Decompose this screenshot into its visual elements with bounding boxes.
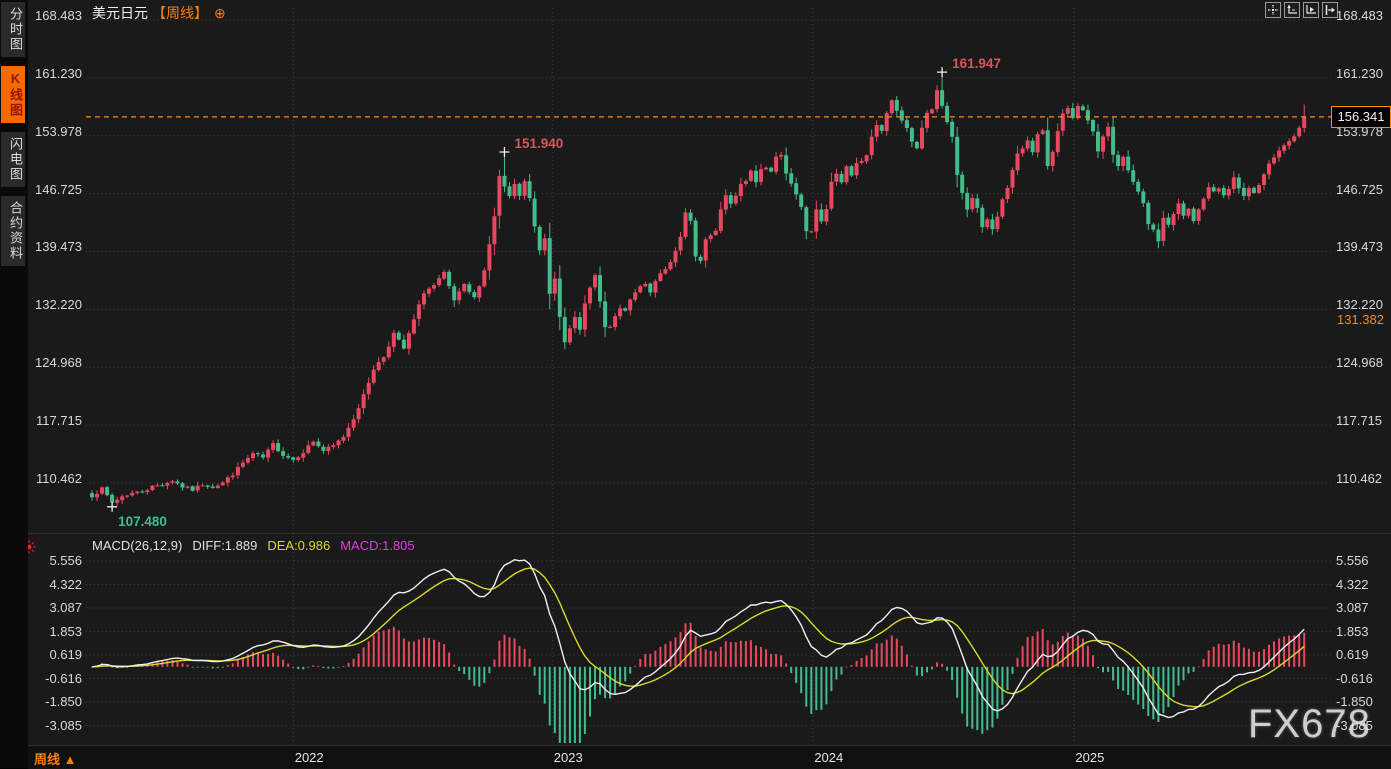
price-axis-tick: 117.715 [35, 413, 82, 429]
macd-axis-tick: -0.616 [1336, 670, 1373, 686]
diff-line [91, 558, 1305, 719]
macd-axis-tick: -0.616 [45, 670, 82, 686]
snap-latest-icon[interactable] [1322, 2, 1338, 18]
axis-scale-up-icon[interactable] [1284, 2, 1300, 18]
crosshair-pan-icon[interactable] [1265, 2, 1281, 18]
price-annotations: 107.480 151.940 161.947 [107, 56, 1001, 529]
fx678-watermark: FX678 [1248, 702, 1371, 746]
price-axis-tick: 110.462 [1336, 471, 1383, 486]
svg-text:107.480: 107.480 [118, 514, 167, 529]
year-axis-label: 2022 [294, 750, 324, 765]
macd-axis-tick: 0.619 [1336, 647, 1369, 662]
extreme-cross-marker [107, 501, 118, 512]
year-axis-label: 2023 [553, 750, 583, 765]
macd-diff-value: DIFF:1.889 [192, 538, 258, 553]
grid-lines [86, 8, 1331, 745]
year-axis-label: 2024 [814, 750, 844, 765]
price-axis-tick: 161.230 [1336, 65, 1383, 81]
macd-axis-tick: -1.850 [45, 694, 82, 710]
macd-layer [91, 558, 1306, 743]
price-axis-tick: 146.725 [35, 181, 82, 197]
price-axis-tick: 146.725 [1336, 181, 1383, 197]
chart-toolbar [1265, 2, 1338, 18]
current-price-badge: 156.341 [1331, 105, 1391, 128]
macd-macd-value: MACD:1.805 [340, 538, 415, 553]
period-selector[interactable]: 周线 ▲ [34, 752, 77, 767]
macd-axis-tick: 1.853 [49, 623, 82, 639]
sidebar-item-time-chart[interactable]: 分时图 [1, 2, 25, 57]
macd-axis-tick: 3.087 [1336, 600, 1369, 616]
reference-price-label: 131.382 [1337, 312, 1384, 328]
macd-params-label: MACD(26,12,9) [92, 538, 183, 553]
macd-axis-tick: 4.322 [49, 576, 82, 592]
add-indicator-icon[interactable]: ⊕ [214, 5, 226, 21]
period-arrow-icon: ▲ [63, 752, 77, 767]
price-axis-tick: 124.968 [35, 355, 82, 371]
macd-axis-tick: -3.085 [45, 717, 82, 733]
price-axis-tick: 132.220 [35, 297, 82, 313]
candles-layer [90, 72, 1307, 507]
price-axis-tick: 153.978 [35, 123, 82, 139]
chart-type-sidebar: 分时图 K线图闪电图合约资料 [0, 0, 28, 768]
macd-axis-tick: 5.556 [49, 553, 82, 568]
macd-axis-tick: -1.850 [1336, 694, 1373, 710]
macd-axis-tick: 1.853 [1336, 623, 1369, 639]
price-axis-tick: 139.473 [1336, 239, 1383, 255]
macd-axis-tick: 5.556 [1336, 553, 1369, 568]
macd-axis-tick: -3.085 [1336, 717, 1373, 733]
price-axis-tick: 168.483 [1336, 8, 1383, 23]
sidebar-item-contract-info[interactable]: 合约资料 [1, 196, 25, 266]
macd-dea-value: DEA:0.986 [267, 538, 331, 553]
price-axis-tick: 117.715 [1336, 413, 1383, 429]
macd-axis-tick: 4.322 [1336, 576, 1369, 592]
chart-background [28, 0, 1391, 768]
period-tag: 【周线】 [152, 5, 208, 21]
price-axis-tick: 139.473 [35, 239, 82, 255]
symbol-name: 美元日元 [92, 5, 148, 21]
sidebar-item-candle-chart[interactable]: K线图 [1, 66, 25, 123]
macd-indicator-header: MACD(26,12,9) DIFF:1.889 DEA:0.986 MACD:1.8… [92, 538, 415, 553]
price-axis-tick: 132.220 [1336, 297, 1383, 313]
axis-play-icon[interactable] [1303, 2, 1319, 18]
svg-text:161.947: 161.947 [952, 56, 1001, 71]
price-axis-tick: 124.968 [1336, 355, 1383, 371]
extreme-cross-marker [499, 147, 510, 158]
year-axis-label: 2025 [1075, 750, 1105, 765]
macd-axis-tick: 0.619 [49, 647, 82, 662]
svg-text:151.940: 151.940 [515, 136, 564, 151]
sidebar-item-flash-chart[interactable]: 闪电图 [1, 132, 25, 187]
macd-axis-tick: 3.087 [49, 600, 82, 616]
chart-title: 美元日元 【周线】 ⊕ [92, 3, 226, 23]
time-axis-strip [28, 745, 1391, 769]
price-axis-tick: 110.462 [35, 471, 82, 486]
extreme-cross-marker [937, 67, 948, 78]
price-axis-tick: 168.483 [35, 8, 82, 23]
price-axis-tick: 161.230 [35, 65, 82, 81]
